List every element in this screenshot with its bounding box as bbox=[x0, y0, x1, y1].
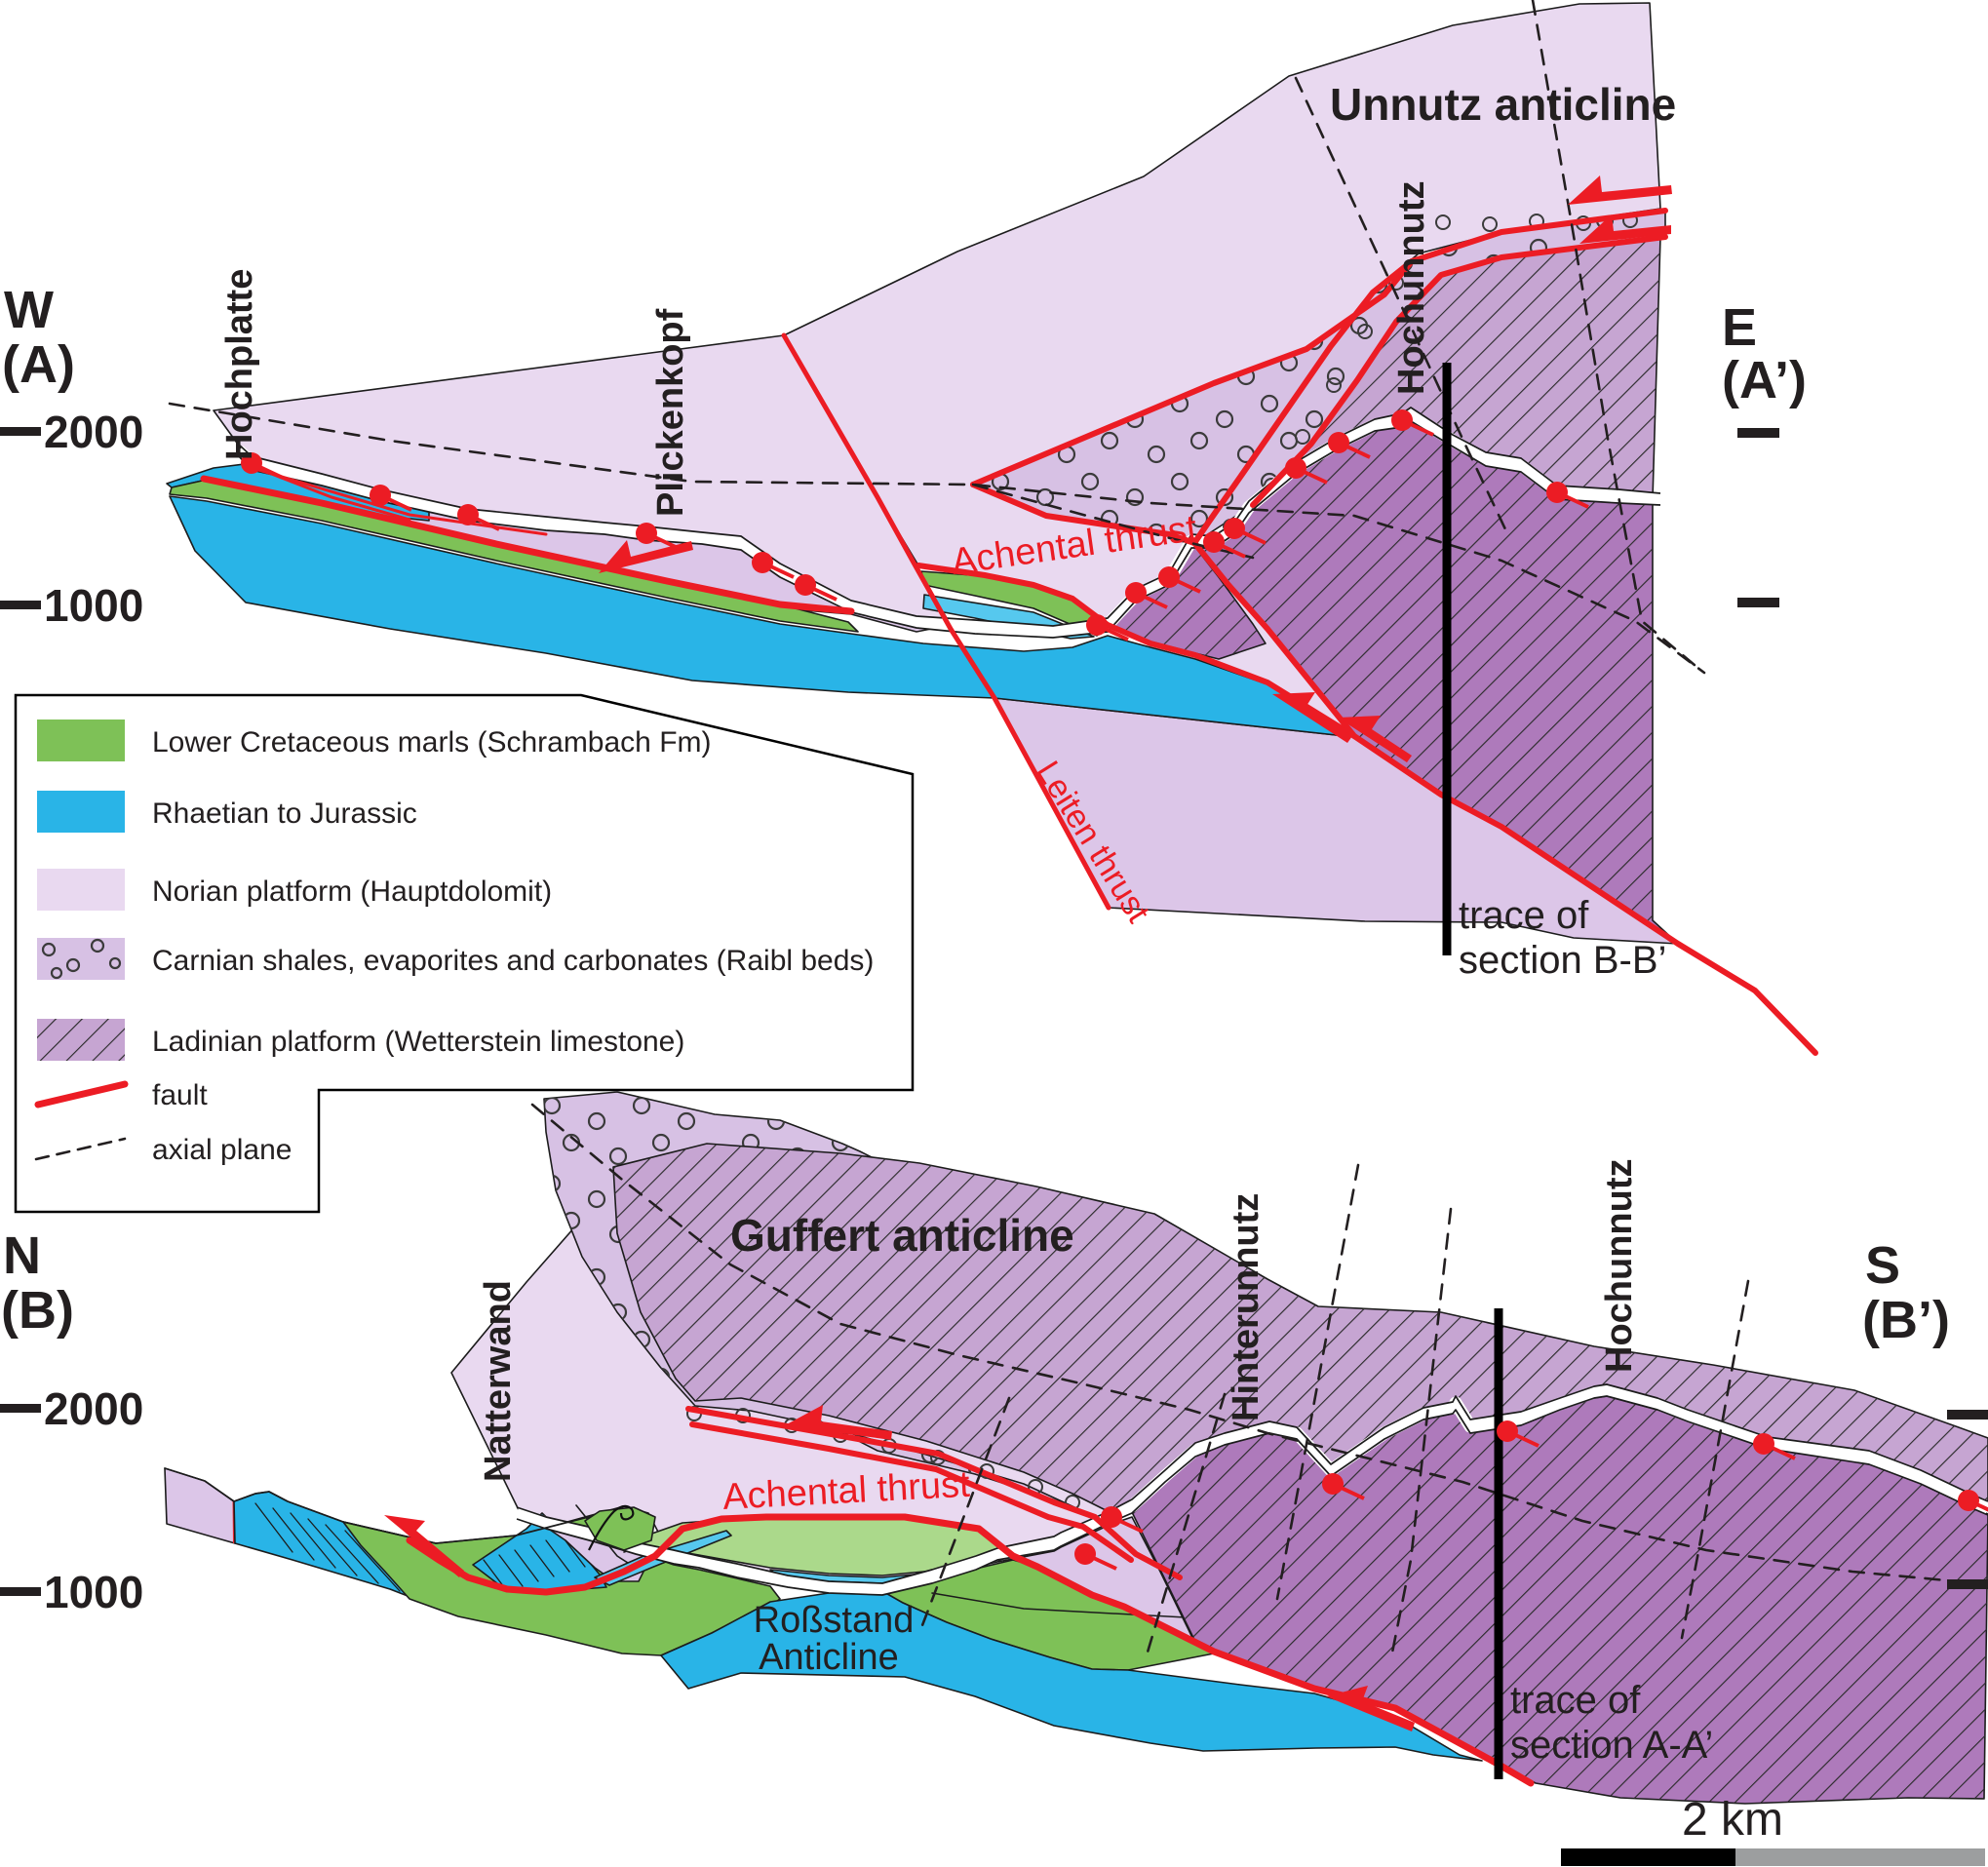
svg-text:Natterwand: Natterwand bbox=[478, 1280, 519, 1482]
svg-text:E: E bbox=[1722, 298, 1757, 357]
svg-text:Hochunnutz: Hochunnutz bbox=[1599, 1158, 1640, 1373]
svg-text:trace of: trace of bbox=[1510, 1679, 1641, 1722]
svg-text:N: N bbox=[3, 1226, 41, 1285]
svg-text:axial plane: axial plane bbox=[152, 1134, 292, 1166]
svg-text:Plickenkopf: Plickenkopf bbox=[650, 308, 691, 517]
svg-text:(A’): (A’) bbox=[1722, 351, 1807, 409]
svg-text:(B): (B) bbox=[1, 1281, 74, 1340]
svg-text:Hochplatte: Hochplatte bbox=[219, 269, 260, 460]
svg-text:W: W bbox=[4, 281, 54, 339]
svg-text:section B-B’: section B-B’ bbox=[1459, 939, 1666, 982]
svg-text:2000: 2000 bbox=[44, 407, 143, 457]
svg-text:Ladinian platform (Wetterstein: Ladinian platform (Wetterstein limestone… bbox=[152, 1026, 684, 1058]
svg-text:(B’): (B’) bbox=[1862, 1291, 1950, 1349]
svg-text:Roßstand: Roßstand bbox=[754, 1600, 915, 1641]
svg-text:Norian platform (Hauptdolomit): Norian platform (Hauptdolomit) bbox=[152, 875, 552, 908]
svg-text:2 km: 2 km bbox=[1682, 1794, 1783, 1846]
svg-text:2000: 2000 bbox=[44, 1383, 143, 1434]
svg-text:section A-A’: section A-A’ bbox=[1510, 1724, 1713, 1767]
svg-text:1000: 1000 bbox=[44, 580, 143, 631]
svg-text:(A): (A) bbox=[2, 335, 75, 394]
svg-text:Unnutz anticline: Unnutz anticline bbox=[1330, 79, 1676, 130]
svg-text:Rhaetian to Jurassic: Rhaetian to Jurassic bbox=[152, 797, 417, 830]
svg-text:Guffert anticline: Guffert anticline bbox=[730, 1210, 1074, 1261]
svg-text:Anticline: Anticline bbox=[759, 1637, 899, 1678]
svg-text:trace of: trace of bbox=[1459, 894, 1589, 937]
svg-text:Hochunnutz: Hochunnutz bbox=[1391, 180, 1432, 395]
svg-text:Hinterunnutz: Hinterunnutz bbox=[1226, 1193, 1267, 1421]
svg-text:1000: 1000 bbox=[44, 1567, 143, 1617]
svg-text:Carnian shales, evaporites and: Carnian shales, evaporites and carbonate… bbox=[152, 945, 874, 977]
svg-text:Lower Cretaceous marls (Schram: Lower Cretaceous marls (Schrambach Fm) bbox=[152, 726, 712, 758]
svg-text:fault: fault bbox=[152, 1079, 208, 1111]
svg-text:S: S bbox=[1865, 1236, 1900, 1295]
